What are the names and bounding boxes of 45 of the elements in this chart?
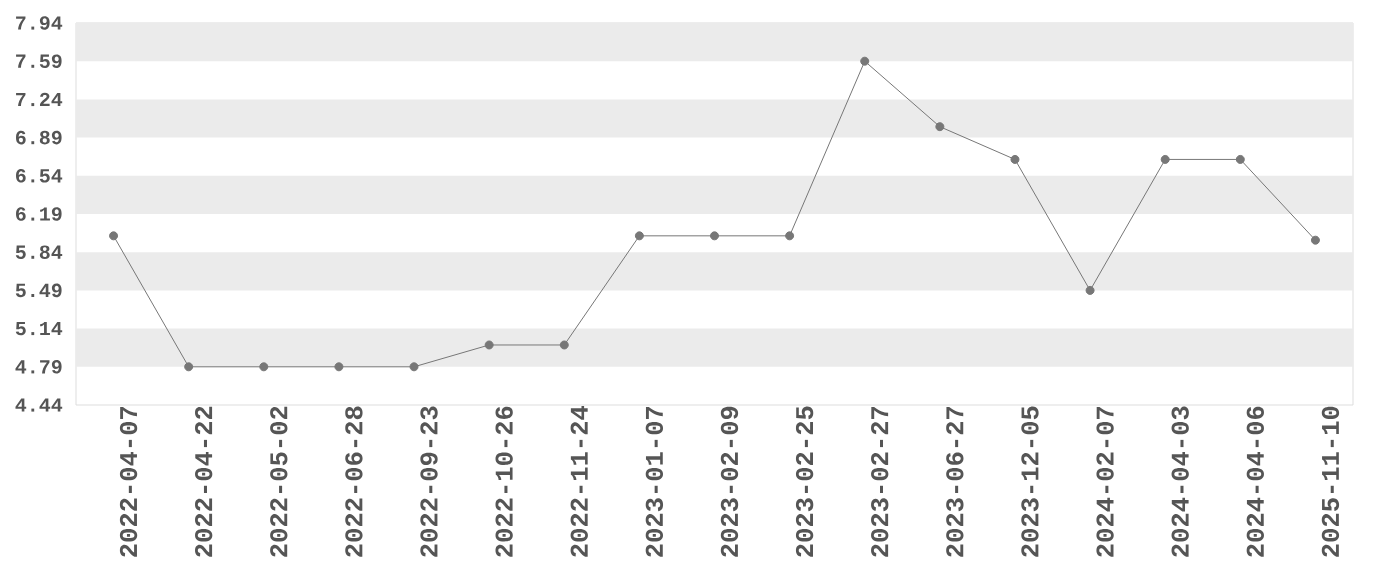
y-tick-label: 4.44 [15, 398, 63, 412]
x-tick-label: 2023-02-25 [795, 406, 814, 557]
y-tick-label: 5.84 [15, 245, 63, 259]
x-tick-label: 2022-09-23 [420, 406, 438, 557]
point [1010, 154, 1020, 164]
x-tick-label: 2022-05-02 [270, 406, 288, 557]
x-tick-label: 2022-10-26 [495, 406, 513, 557]
point [184, 362, 194, 372]
point [1085, 285, 1095, 295]
point [409, 362, 419, 372]
x-tick-label: 2025-11-10 [1321, 406, 1340, 557]
point [634, 231, 644, 241]
x-tick-label: 2022-04-07 [119, 406, 138, 557]
point [1235, 154, 1245, 164]
y-tick-label: 7.94 [16, 16, 63, 30]
y-tick-label: 6.19 [16, 207, 62, 221]
point [935, 122, 945, 132]
x-tick-label: 2023-02-27 [871, 406, 889, 557]
x-tick-label: 2023-06-27 [946, 406, 964, 557]
point [559, 340, 569, 350]
y-tick-label: 6.54 [16, 169, 63, 183]
x-tick-label: 2022-06-28 [345, 406, 363, 557]
x-tick-label: 2023-12-05 [1021, 406, 1039, 557]
point [710, 231, 719, 241]
point [259, 362, 269, 372]
x-tick-label: 2024-04-06 [1246, 406, 1264, 557]
y-tick-label: 5.49 [15, 283, 62, 298]
y-tick-label: 7.59 [16, 54, 62, 68]
point [1160, 154, 1170, 164]
x-tick-label: 2024-02-07 [1096, 406, 1114, 557]
x-tick-label: 2023-02-09 [720, 406, 739, 557]
x-tick-label: 2022-04-22 [195, 406, 213, 557]
x-tick-label: 2024-04-03 [1171, 406, 1189, 557]
y-tick-label: 6.89 [16, 130, 62, 145]
point [109, 231, 119, 241]
x-tick-label: 2022-11-24 [570, 405, 588, 557]
point [785, 231, 795, 241]
point [484, 340, 494, 350]
y-tick-label: 4.79 [15, 360, 62, 374]
y-tick-label: 7.24 [16, 92, 63, 107]
y-tick-label: 5.14 [15, 321, 63, 336]
point [860, 56, 870, 66]
point [1310, 235, 1320, 245]
point [334, 362, 344, 372]
x-tick-label: 2023-01-07 [645, 406, 664, 557]
